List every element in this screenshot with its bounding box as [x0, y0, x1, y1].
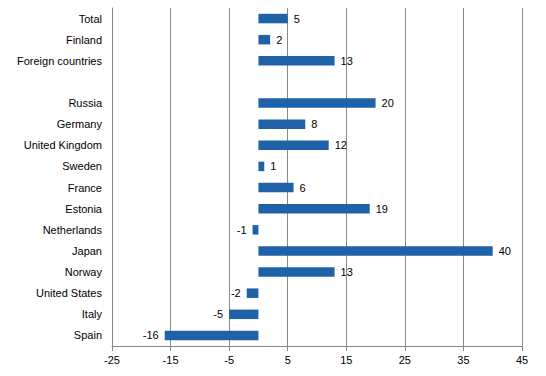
- svg-text:Italy: Italy: [82, 308, 103, 320]
- svg-text:13: 13: [341, 266, 353, 278]
- svg-text:United Kingdom: United Kingdom: [24, 139, 102, 151]
- svg-text:12: 12: [335, 139, 347, 151]
- svg-text:-16: -16: [143, 329, 159, 341]
- svg-text:-15: -15: [163, 354, 179, 366]
- svg-text:5: 5: [294, 13, 300, 25]
- svg-text:5: 5: [285, 354, 291, 366]
- svg-text:Total: Total: [79, 13, 102, 25]
- svg-text:1: 1: [270, 160, 276, 172]
- svg-text:Finland: Finland: [66, 34, 102, 46]
- svg-text:13: 13: [341, 55, 353, 67]
- svg-text:-2: -2: [231, 287, 241, 299]
- svg-text:Sweden: Sweden: [62, 160, 102, 172]
- svg-text:United States: United States: [36, 287, 103, 299]
- svg-text:6: 6: [300, 182, 306, 194]
- svg-text:Russia: Russia: [68, 97, 103, 109]
- svg-text:19: 19: [376, 203, 388, 215]
- svg-text:-1: -1: [237, 224, 247, 236]
- svg-text:45: 45: [516, 354, 528, 366]
- svg-text:20: 20: [382, 97, 394, 109]
- svg-text:Estonia: Estonia: [65, 203, 103, 215]
- svg-text:35: 35: [457, 354, 469, 366]
- svg-text:25: 25: [399, 354, 411, 366]
- svg-text:8: 8: [311, 118, 317, 130]
- svg-text:France: France: [68, 182, 102, 194]
- svg-text:Foreign countries: Foreign countries: [17, 55, 102, 67]
- svg-text:-5: -5: [224, 354, 234, 366]
- svg-text:15: 15: [340, 354, 352, 366]
- svg-text:Spain: Spain: [74, 329, 102, 341]
- svg-text:Germany: Germany: [57, 118, 103, 130]
- svg-text:Japan: Japan: [72, 245, 102, 257]
- svg-text:-25: -25: [104, 354, 120, 366]
- svg-text:2: 2: [276, 34, 282, 46]
- svg-text:Netherlands: Netherlands: [43, 224, 103, 236]
- svg-text:40: 40: [499, 245, 511, 257]
- svg-text:-5: -5: [213, 308, 223, 320]
- svg-text:Norway: Norway: [65, 266, 103, 278]
